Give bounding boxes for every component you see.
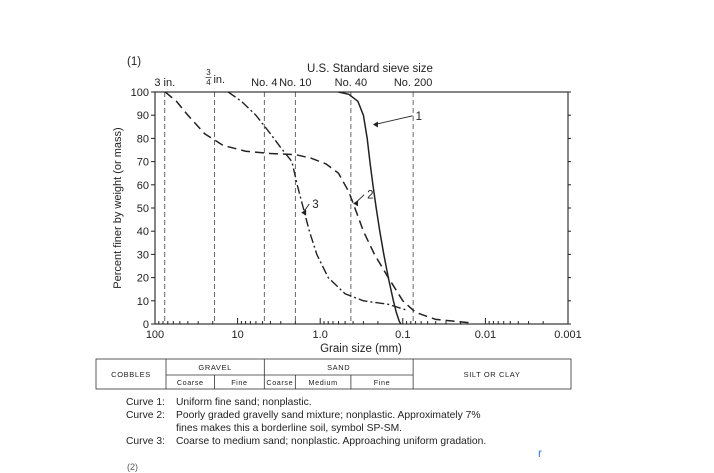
gravel-fine: Fine bbox=[231, 378, 247, 387]
sand-coarse: Coarse bbox=[266, 378, 293, 387]
x-axis-ticks: 100 10 1.0 0.1 0.01 0.001 bbox=[146, 318, 582, 341]
note-text: Uniform fine sand; nonplastic. bbox=[176, 397, 312, 408]
y-tick-label: 10 bbox=[137, 296, 149, 308]
gravel-coarse: Coarse bbox=[177, 378, 204, 387]
y-tick-label: 30 bbox=[137, 249, 149, 261]
footer-label: (2) bbox=[127, 462, 138, 472]
note-curve-2: Curve 2: Poorly graded gravelly sand mix… bbox=[126, 409, 686, 422]
x-tick-label: 0.01 bbox=[475, 329, 496, 341]
soil-classification-table: COBBLES GRAVEL SAND SILT OR CLAY Coarse Fine C… bbox=[95, 358, 572, 390]
sieve-label: No. 4 bbox=[251, 77, 277, 89]
note-label bbox=[126, 422, 176, 435]
sieve-label: No. 40 bbox=[335, 77, 367, 89]
sieve-label: 34 in. bbox=[205, 68, 225, 87]
y-tick-label: 100 bbox=[131, 87, 149, 99]
y-tick-label: 40 bbox=[137, 226, 149, 238]
chart-title: U.S. Standard sieve size bbox=[307, 63, 433, 75]
leader-arrowhead bbox=[353, 200, 359, 207]
group-cobbles: COBBLES bbox=[111, 370, 151, 379]
group-silt-clay: SILT OR CLAY bbox=[464, 370, 521, 379]
sieve-fraction-num: 3 bbox=[206, 68, 211, 77]
note-text: fines makes this a borderline soil, symb… bbox=[176, 423, 403, 434]
leader-arrowhead bbox=[372, 121, 378, 128]
curve-notes: Curve 1: Uniform fine sand; nonplastic. … bbox=[126, 396, 686, 448]
curve-leader bbox=[374, 115, 413, 125]
curve-labels: 1 2 3 bbox=[301, 111, 422, 216]
curve-1 bbox=[338, 91, 402, 325]
curve-3 bbox=[227, 91, 407, 311]
stray-mark: r bbox=[538, 446, 542, 460]
y-tick-label: 60 bbox=[137, 180, 149, 192]
curve-label: 3 bbox=[312, 199, 318, 211]
note-curve-1: Curve 1: Uniform fine sand; nonplastic. bbox=[126, 396, 686, 409]
group-sand: SAND bbox=[327, 363, 350, 372]
curve-2 bbox=[164, 91, 471, 324]
x-tick-label: 0.001 bbox=[554, 329, 582, 341]
x-tick-label: 10 bbox=[231, 329, 243, 341]
y-tick-label: 90 bbox=[137, 110, 149, 122]
classification-frame bbox=[95, 358, 572, 390]
y-tick-label: 0 bbox=[143, 319, 149, 331]
x-axis-label: Grain size (mm) bbox=[320, 343, 402, 355]
note-label: Curve 2: bbox=[126, 410, 165, 421]
grain-size-chart: (1) U.S. Standard sieve size 3 in.34 in.… bbox=[95, 56, 582, 390]
sieve-unit: in. bbox=[213, 74, 225, 86]
sieve-gridlines bbox=[164, 92, 414, 324]
x-tick-label: 100 bbox=[146, 329, 164, 341]
y-axis-label: Percent finer by weight (or mass) bbox=[112, 127, 124, 288]
y-axis-ticks: 0 10 20 30 40 50 60 70 80 90 100 bbox=[131, 87, 571, 331]
plot-frame bbox=[154, 91, 569, 325]
group-gravel: GRAVEL bbox=[198, 363, 231, 372]
x-tick-label: 0.1 bbox=[395, 329, 410, 341]
note-text: Poorly graded gravelly sand mixture; non… bbox=[176, 410, 481, 421]
note-text: Coarse to medium sand; nonplastic. Appro… bbox=[176, 436, 487, 447]
sand-fine: Fine bbox=[374, 378, 390, 387]
x-tick-label: 1.0 bbox=[313, 329, 328, 341]
sieve-labels: 3 in.34 in. No. 4 No. 10 No. 40 No. 200 bbox=[154, 68, 432, 89]
sieve-label: 3 in. bbox=[154, 77, 175, 89]
curve-label: 2 bbox=[367, 190, 373, 202]
y-tick-label: 80 bbox=[137, 133, 149, 145]
figure-label: (1) bbox=[127, 56, 141, 68]
leader-arrowhead bbox=[301, 209, 307, 216]
note-label: Curve 3: bbox=[126, 436, 165, 447]
note-curve-2-cont: fines makes this a borderline soil, symb… bbox=[126, 422, 686, 435]
sieve-fraction-den: 4 bbox=[206, 78, 211, 87]
y-tick-label: 70 bbox=[137, 157, 149, 169]
sieve-label: No. 10 bbox=[279, 77, 311, 89]
sand-medium: Medium bbox=[309, 378, 338, 387]
sieve-label: No. 200 bbox=[394, 77, 433, 89]
y-tick-label: 50 bbox=[137, 203, 149, 215]
note-label: Curve 1: bbox=[126, 397, 165, 408]
y-tick-label: 20 bbox=[137, 273, 149, 285]
curve-label: 1 bbox=[416, 111, 422, 123]
curves bbox=[164, 91, 471, 325]
note-curve-3: Curve 3: Coarse to medium sand; nonplast… bbox=[126, 435, 686, 448]
